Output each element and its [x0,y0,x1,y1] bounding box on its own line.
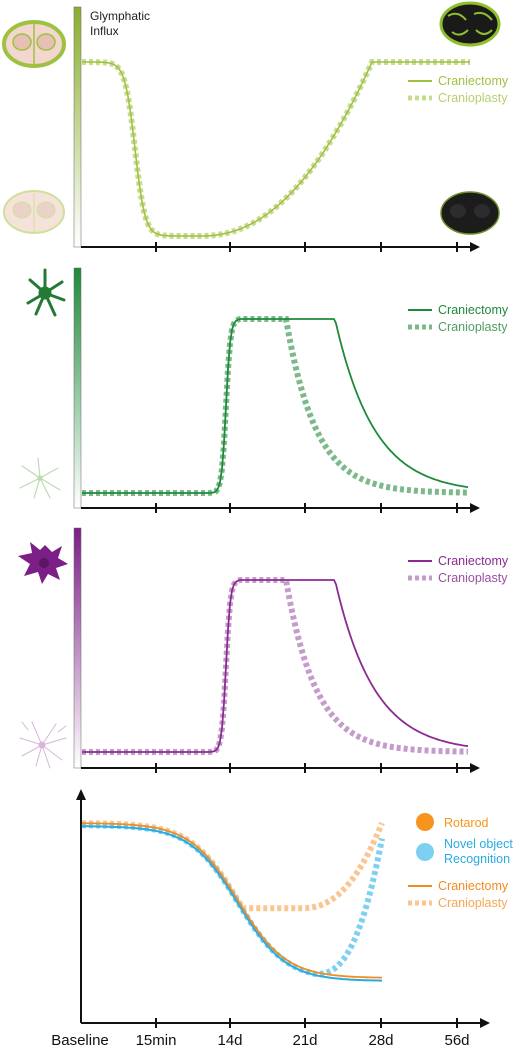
series-line-craniectomy [82,579,469,753]
gradient-bar [73,267,82,509]
x-tick-label: 21d [292,1032,317,1049]
brain-dark-icon [440,191,500,235]
x-axis-arrow-icon [470,503,480,513]
series-line-craniectomy [82,318,469,494]
legend-label-craniectomy: Craniectomy [438,554,509,568]
panel-title-line-1: Glymphatic [90,9,150,23]
reactive-microglia-icon [18,542,68,584]
series-line-craniectomy [82,61,470,237]
plot-area [82,59,470,252]
panel-microglia: Craniectomy Cranioplasty [18,527,509,773]
y-axis-arrow-icon [76,789,86,800]
legend-label-rotarod: Rotarod [444,816,489,830]
x-tick-label: 28d [368,1032,393,1049]
series-line-craniectomy-novel-object [81,825,382,982]
plot-area [81,820,458,1028]
x-tick-label: Baseline [51,1032,109,1049]
series-line-cranioplasty [82,59,470,239]
legend: Craniectomy Cranioplasty [408,303,509,334]
legend-label-novel-object-line-1: Novel object [444,837,513,851]
resting-astrocyte-icon [19,457,61,499]
resting-microglia-icon [19,721,67,769]
x-axis-arrow-icon [470,242,480,252]
brain-healthy-icon [2,20,66,68]
plot-area [82,577,469,773]
legend-label-craniectomy: Craniectomy [438,303,509,317]
series-line-craniectomy-rotarod [81,822,382,979]
x-tick-label: 56d [444,1032,469,1049]
panel-title-line-2: Influx [90,24,119,38]
legend-label-cranioplasty: Cranioplasty [438,320,508,334]
gradient-bar [73,6,82,248]
legend-marker-rotarod [416,813,434,831]
x-axis-arrow-icon [480,1018,490,1028]
x-tick-label: 14d [217,1032,242,1049]
series-line-cranioplasty-novel-object [81,822,385,978]
gradient-bar [73,527,82,769]
panel-glymphatic: Glymphatic Influx Craniec [2,1,509,252]
reactive-astrocyte-icon [26,268,66,317]
legend-label-novel-object-line-2: Recognition [444,852,510,866]
legend-marker-novel-object [416,843,434,861]
panel-behavior: Rotarod Novel object Recognition Craniec… [51,789,513,1049]
x-axis-arrow-icon [470,763,480,773]
x-tick-labels: Baseline 15min 14d 21d 28d 56d [51,1032,469,1049]
legend: Rotarod Novel object Recognition Craniec… [408,813,513,910]
legend: Craniectomy Cranioplasty [408,554,509,585]
legend: Craniectomy Cranioplasty [408,74,509,105]
legend-label-cranioplasty: Cranioplasty [438,896,508,910]
brain-impaired-icon [3,190,65,234]
legend-label-craniectomy: Craniectomy [438,879,509,893]
panel-astrocyte: Craniectomy Cranioplasty [19,267,509,513]
x-tick-label: 15min [136,1032,177,1049]
legend-label-cranioplasty: Cranioplasty [438,571,508,585]
plot-area [82,316,469,513]
legend-label-craniectomy: Craniectomy [438,74,509,88]
brain-glow-icon [439,1,501,47]
legend-label-cranioplasty: Cranioplasty [438,91,508,105]
